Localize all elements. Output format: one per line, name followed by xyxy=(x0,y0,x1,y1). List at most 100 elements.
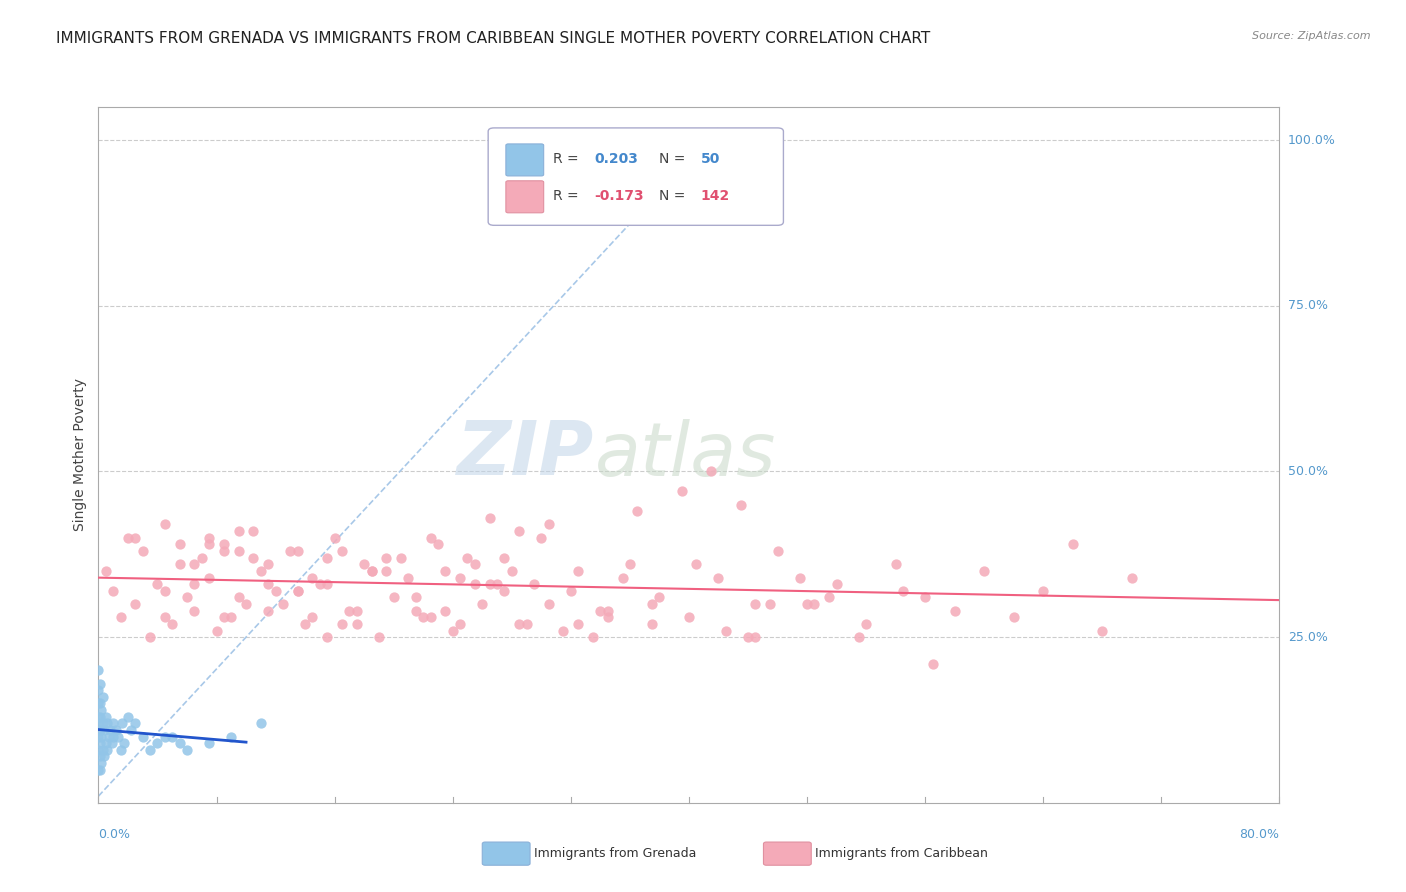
Point xyxy=(191,550,214,565)
Point xyxy=(316,630,339,644)
Point xyxy=(301,570,323,584)
Point xyxy=(353,558,375,572)
Point xyxy=(456,550,478,565)
Text: 142: 142 xyxy=(700,189,730,203)
Point xyxy=(973,564,995,578)
Point xyxy=(278,544,302,558)
Point xyxy=(744,630,766,644)
Text: -0.173: -0.173 xyxy=(595,189,644,203)
Point xyxy=(419,610,441,624)
Text: R =: R = xyxy=(553,153,583,166)
Point xyxy=(553,624,575,638)
Point xyxy=(112,736,135,750)
Point xyxy=(360,564,382,578)
Point xyxy=(596,604,619,618)
Point xyxy=(368,630,391,644)
Point xyxy=(89,676,111,690)
Point xyxy=(176,743,198,757)
Point xyxy=(560,583,582,598)
Text: 50.0%: 50.0% xyxy=(1288,465,1327,478)
FancyBboxPatch shape xyxy=(488,128,783,226)
Point xyxy=(891,583,914,598)
Point xyxy=(132,730,155,744)
Point xyxy=(89,723,111,737)
Point xyxy=(287,544,309,558)
Point xyxy=(153,583,176,598)
Text: 75.0%: 75.0% xyxy=(1288,300,1327,312)
Point xyxy=(94,736,117,750)
Point xyxy=(117,531,139,545)
Point xyxy=(382,591,405,605)
Point xyxy=(242,524,264,538)
Point xyxy=(103,730,125,744)
Point xyxy=(537,597,560,611)
Point xyxy=(162,616,183,631)
Point xyxy=(943,604,966,618)
Point xyxy=(449,616,471,631)
Point xyxy=(87,683,110,698)
Point xyxy=(346,604,368,618)
Point xyxy=(464,577,486,591)
Point xyxy=(91,743,114,757)
Point xyxy=(389,550,412,565)
Point xyxy=(612,570,634,584)
Point xyxy=(212,610,235,624)
Point xyxy=(685,558,707,572)
FancyBboxPatch shape xyxy=(506,181,544,213)
Point xyxy=(96,716,118,731)
Text: 100.0%: 100.0% xyxy=(1288,134,1336,146)
Point xyxy=(124,597,146,611)
Point xyxy=(117,709,139,723)
Point xyxy=(257,577,280,591)
Point xyxy=(153,730,176,744)
Point xyxy=(91,716,114,731)
Point xyxy=(405,604,427,618)
Point xyxy=(96,743,118,757)
Point xyxy=(87,763,110,777)
Point xyxy=(818,591,841,605)
Point xyxy=(153,517,176,532)
Point xyxy=(90,730,112,744)
Text: 25.0%: 25.0% xyxy=(1288,631,1327,644)
Point xyxy=(700,465,723,479)
Point xyxy=(730,498,752,512)
Point xyxy=(228,544,250,558)
Point xyxy=(294,616,316,631)
Point xyxy=(309,577,332,591)
Point xyxy=(523,577,546,591)
Point xyxy=(93,749,115,764)
Point xyxy=(759,597,782,611)
FancyBboxPatch shape xyxy=(506,144,544,176)
Point xyxy=(93,723,115,737)
Point xyxy=(626,504,648,518)
Point xyxy=(1032,583,1054,598)
Text: 0.203: 0.203 xyxy=(595,153,638,166)
Point xyxy=(162,730,183,744)
Point xyxy=(855,616,877,631)
Point xyxy=(98,723,121,737)
Point xyxy=(124,716,146,731)
Point xyxy=(87,663,110,677)
Point xyxy=(250,564,273,578)
Point xyxy=(124,531,146,545)
Point xyxy=(427,537,450,551)
Point xyxy=(825,577,848,591)
Point xyxy=(478,577,501,591)
Point xyxy=(346,616,368,631)
Point xyxy=(103,583,125,598)
Point xyxy=(1062,537,1084,551)
Point xyxy=(219,610,242,624)
Point xyxy=(737,630,759,644)
Point xyxy=(132,544,155,558)
Point xyxy=(219,730,242,744)
Point xyxy=(89,709,111,723)
Point xyxy=(103,716,125,731)
Point xyxy=(412,610,434,624)
Point xyxy=(264,583,287,598)
Point xyxy=(198,736,221,750)
Point xyxy=(330,616,353,631)
Point xyxy=(176,591,198,605)
Point xyxy=(405,591,427,605)
Point xyxy=(486,577,509,591)
Point xyxy=(1121,570,1143,584)
